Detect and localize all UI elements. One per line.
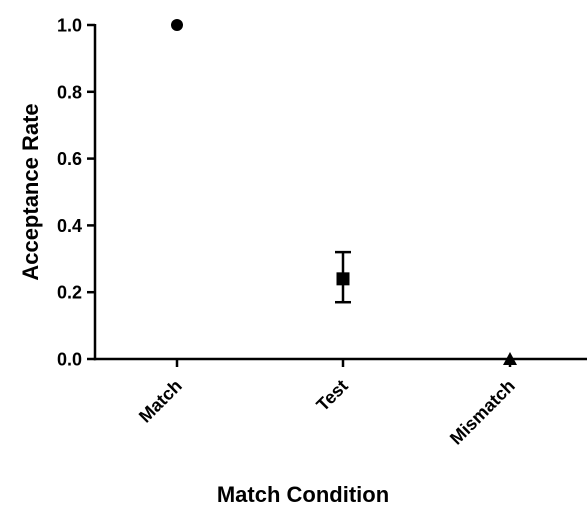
x-tick-label: Mismatch [446, 376, 519, 449]
y-tick-label: 1.0 [57, 16, 82, 36]
x-tick-label: Match [135, 376, 186, 427]
y-axis-title: Acceptance Rate [18, 103, 43, 280]
data-point-mismatch [503, 352, 517, 365]
x-tick-label: Test [312, 376, 351, 415]
y-tick-label: 0.6 [57, 149, 82, 169]
data-point-match [171, 19, 183, 31]
axes [93, 24, 587, 361]
data-marks [171, 19, 517, 365]
y-ticks: 0.0 0.2 0.4 0.6 0.8 1.0 [57, 16, 95, 370]
y-tick-label: 0.8 [57, 82, 82, 102]
x-axis-title: Match Condition [217, 482, 389, 506]
data-point-test [336, 272, 350, 286]
x-ticks: Match Test Mismatch [135, 359, 519, 449]
y-tick-label: 0.0 [57, 350, 82, 370]
y-tick-label: 0.2 [57, 283, 82, 303]
y-tick-label: 0.4 [57, 216, 82, 236]
